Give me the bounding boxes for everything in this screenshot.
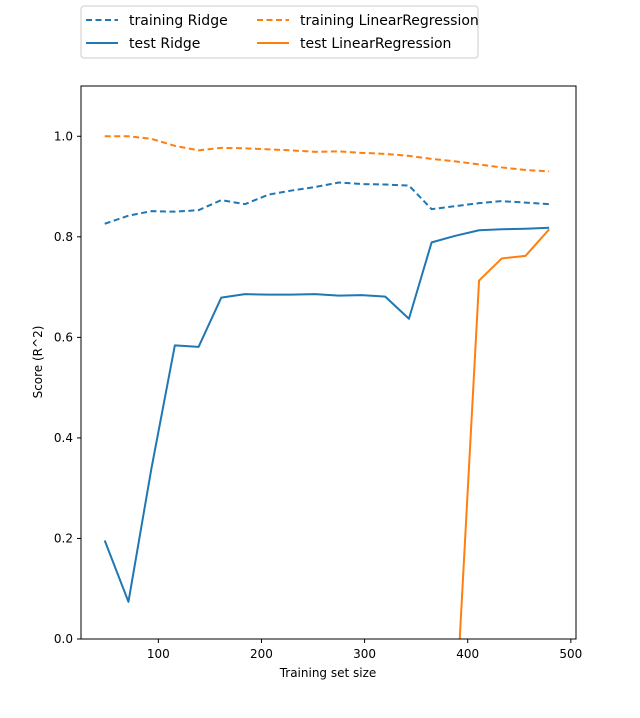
legend-label-test-ridge: test Ridge <box>129 36 200 52</box>
legend-label-training-ridge: training Ridge <box>129 13 228 29</box>
x-tick-label: 200 <box>250 647 273 661</box>
y-axis-label: Score (R^2) <box>31 326 45 399</box>
x-tick-label: 300 <box>353 647 376 661</box>
legend-frame <box>80 5 479 59</box>
legend-label-training-linreg: training LinearRegression <box>300 13 479 29</box>
series-line-training-linearregression <box>104 135 550 173</box>
x-tick-label: 100 <box>147 647 170 661</box>
y-tick-label: 0.2 <box>54 531 73 545</box>
series-line-test-linearregression <box>458 228 550 639</box>
y-tick-label: 0.8 <box>54 230 73 244</box>
y-axis-ticks: 0.0 0.2 0.4 0.6 0.8 1.0 <box>54 129 81 646</box>
series-line-training-ridge <box>104 181 550 225</box>
x-axis-label: Training set size <box>279 666 377 680</box>
x-tick-label: 500 <box>559 647 582 661</box>
y-tick-label: 0.4 <box>54 431 73 445</box>
x-tick-label: 400 <box>456 647 479 661</box>
legend: training Ridge test Ridge training Linea… <box>80 5 479 59</box>
y-tick-label: 1.0 <box>54 129 73 143</box>
y-tick-label: 0.0 <box>54 632 73 646</box>
series-line-test-ridge <box>103 226 550 603</box>
legend-label-test-linreg: test LinearRegression <box>300 36 451 52</box>
y-tick-label: 0.6 <box>54 330 73 344</box>
plot-frame <box>80 85 577 640</box>
x-axis-ticks: 100 200 300 400 500 <box>147 639 582 661</box>
series-layer <box>103 135 550 639</box>
